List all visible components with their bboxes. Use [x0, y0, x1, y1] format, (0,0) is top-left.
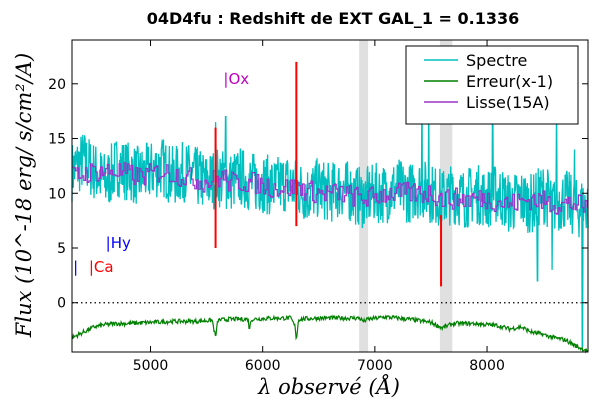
- legend-entry: Spectre: [466, 51, 527, 70]
- x-tick-label: 8000: [469, 358, 505, 374]
- y-axis-label: Flux (10^-18 erg/ s/cm²/A): [12, 53, 36, 338]
- line-marker-series: [214, 61, 443, 287]
- lisse-series: [72, 162, 588, 215]
- x-tick-label: 6000: [245, 358, 281, 374]
- chart-title: 04D4fu : Redshift de EXT GAL_1 = 0.1336: [147, 9, 520, 28]
- annotation-label: |Ca: [89, 258, 114, 276]
- x-axis-label: λ observé (Å): [257, 374, 400, 399]
- x-tick-label: 5000: [133, 358, 169, 374]
- legend-box: [405, 45, 579, 125]
- y-tick-label: 20: [48, 77, 66, 93]
- annotation-label: |: [73, 258, 78, 276]
- series-layer: [71, 61, 589, 354]
- legend-entry: Lisse(15A): [466, 93, 550, 112]
- annotation-label: |Hy: [106, 234, 131, 252]
- legend-entry: Erreur(x-1): [466, 72, 553, 91]
- y-tick-label: 10: [48, 186, 66, 202]
- lisse-series-line: [72, 162, 588, 215]
- y-axis-ticks: 0 5 10 15 20: [48, 77, 588, 312]
- y-tick-label: 0: [57, 296, 66, 312]
- y-tick-label: 5: [57, 241, 66, 257]
- x-tick-label: 7000: [357, 358, 393, 374]
- x-axis-ticks: 5000 6000 7000 8000: [133, 40, 505, 374]
- annotation-label: |Ox: [223, 70, 249, 88]
- chart-legend: Spectre Erreur(x-1) Lisse(15A): [405, 45, 579, 125]
- plot-frame: [71, 39, 589, 353]
- y-tick-label: 15: [48, 132, 66, 148]
- erreur-series: [71, 314, 588, 354]
- erreur-series-line: [71, 314, 588, 354]
